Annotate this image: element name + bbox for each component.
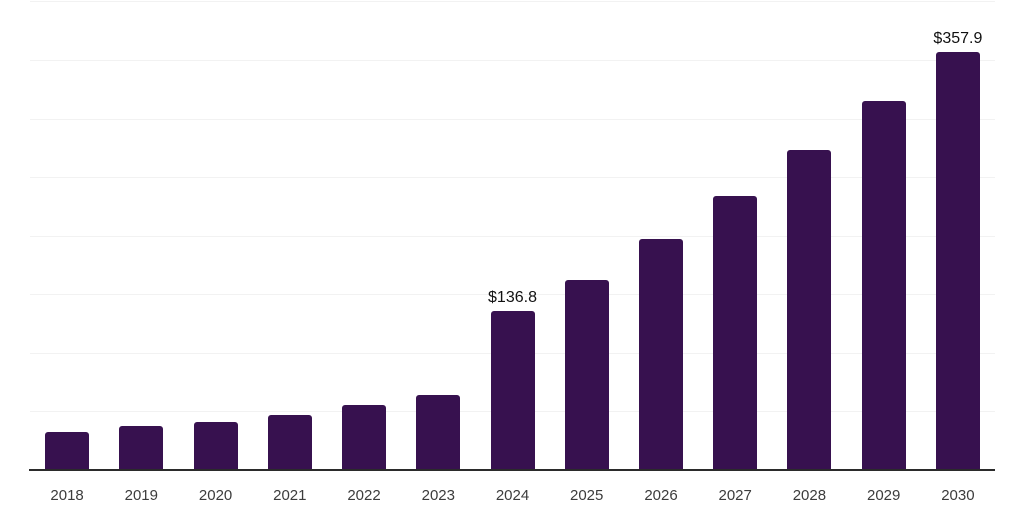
- bar-2022: [342, 405, 386, 471]
- gridline-300: [30, 118, 995, 120]
- gridline-250: [30, 177, 995, 179]
- x-tick-label-2024: 2024: [495, 487, 530, 504]
- x-tick-label-2029: 2029: [867, 487, 901, 504]
- bar-2024: [490, 310, 535, 471]
- gridline-350: [30, 60, 995, 61]
- bar-2025: [564, 280, 609, 471]
- bar-value-label-2024: $136.8: [488, 288, 537, 306]
- x-tick-label-2020: 2020: [198, 487, 233, 504]
- gridline-400: [30, 1, 995, 3]
- bar-2019: [119, 426, 164, 471]
- bar-2027: [713, 195, 758, 471]
- x-tick-label-2028: 2028: [792, 487, 827, 504]
- x-tick-label-2030: 2030: [941, 487, 975, 504]
- bar-2021: [267, 415, 312, 471]
- bar-2018: [45, 431, 90, 471]
- x-tick-label-2025: 2025: [570, 487, 604, 504]
- x-tick-label-2027: 2027: [718, 487, 752, 504]
- x-tick-label-2022: 2022: [347, 487, 381, 504]
- x-tick-label-2021: 2021: [273, 487, 307, 504]
- gridline-200: [30, 235, 995, 237]
- x-tick-label-2026: 2026: [644, 487, 678, 504]
- x-tick-label-2019: 2019: [124, 487, 158, 504]
- bar-2030: [935, 51, 980, 471]
- bar-2020: [193, 421, 238, 471]
- bar-2026: [639, 239, 683, 471]
- x-axis-line: [29, 469, 995, 471]
- bar-2028: [787, 150, 832, 471]
- x-tick-label-2023: 2023: [421, 487, 455, 504]
- bar-2029: [861, 101, 906, 471]
- bar-value-label-2030: $357.9: [933, 29, 983, 47]
- bar-2023: [416, 394, 461, 471]
- x-tick-label-2018: 2018: [50, 487, 84, 504]
